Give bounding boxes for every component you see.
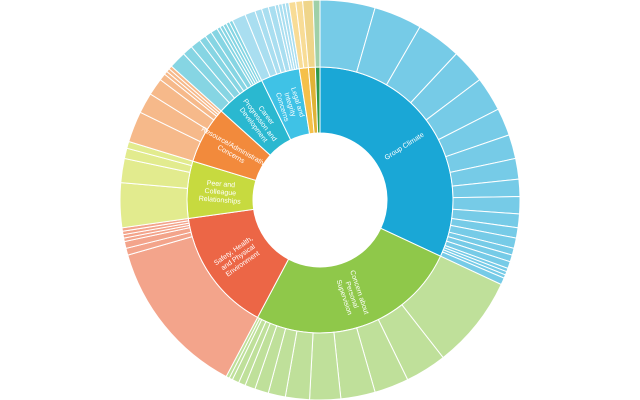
label-peer-and-colleague-relationships: Peer andColleagueRelationships	[198, 179, 242, 205]
outer-segment-category-9-1[interactable]	[312, 0, 321, 68]
outer-ring	[119, 0, 521, 400]
inner-ring	[186, 66, 454, 334]
